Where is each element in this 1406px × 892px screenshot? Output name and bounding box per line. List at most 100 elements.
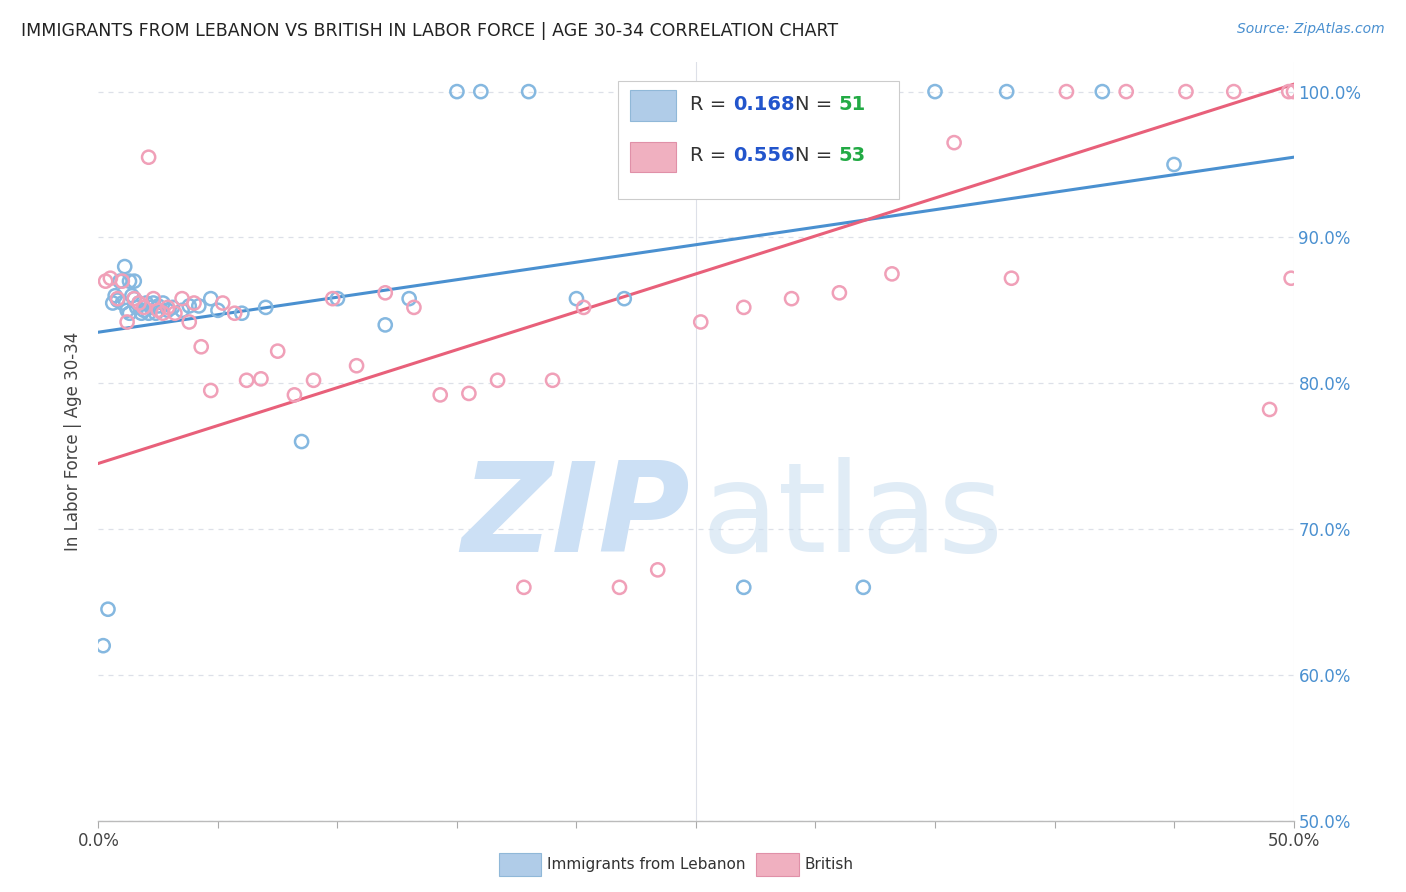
Point bbox=[235, 373, 257, 387]
Point bbox=[374, 318, 396, 332]
Point bbox=[1163, 157, 1185, 171]
FancyBboxPatch shape bbox=[630, 90, 676, 120]
Point bbox=[183, 296, 205, 310]
Point bbox=[124, 292, 146, 306]
Point bbox=[148, 303, 170, 318]
Text: IMMIGRANTS FROM LEBANON VS BRITISH IN LABOR FORCE | AGE 30-34 CORRELATION CHART: IMMIGRANTS FROM LEBANON VS BRITISH IN LA… bbox=[21, 22, 838, 40]
Point bbox=[94, 274, 117, 288]
Point bbox=[118, 306, 141, 320]
FancyBboxPatch shape bbox=[619, 81, 900, 199]
Point bbox=[283, 388, 305, 402]
Point bbox=[326, 292, 349, 306]
Point bbox=[943, 136, 966, 150]
Text: 51: 51 bbox=[838, 95, 866, 113]
Point bbox=[118, 274, 141, 288]
Point bbox=[486, 373, 509, 387]
Point bbox=[804, 85, 827, 99]
Point bbox=[156, 303, 179, 318]
Point bbox=[200, 384, 222, 398]
Text: N =: N = bbox=[796, 146, 832, 165]
Point bbox=[101, 296, 124, 310]
Point bbox=[291, 434, 314, 449]
Text: 53: 53 bbox=[838, 146, 865, 165]
Point bbox=[780, 292, 803, 306]
Point bbox=[211, 296, 233, 310]
Point bbox=[145, 306, 167, 320]
Point bbox=[135, 296, 157, 310]
Point bbox=[179, 299, 201, 313]
Point bbox=[513, 580, 536, 594]
Point bbox=[231, 306, 253, 320]
Point bbox=[565, 292, 588, 306]
Point bbox=[322, 292, 344, 306]
Point bbox=[1175, 85, 1198, 99]
Point bbox=[190, 340, 212, 354]
Point bbox=[152, 296, 174, 310]
Point bbox=[132, 303, 155, 318]
Point bbox=[346, 359, 368, 373]
Point bbox=[200, 292, 222, 306]
Point bbox=[250, 372, 273, 386]
Point bbox=[458, 386, 481, 401]
Point bbox=[1223, 85, 1246, 99]
Point bbox=[470, 85, 492, 99]
Point bbox=[91, 639, 114, 653]
Text: Immigrants from Lebanon: Immigrants from Lebanon bbox=[547, 857, 745, 871]
Point bbox=[142, 296, 165, 310]
Point bbox=[187, 299, 209, 313]
Text: N =: N = bbox=[796, 95, 832, 113]
Point bbox=[1279, 271, 1302, 285]
Point bbox=[104, 289, 127, 303]
Point bbox=[685, 85, 707, 99]
Point bbox=[156, 301, 179, 315]
Point bbox=[124, 274, 146, 288]
Point bbox=[402, 301, 425, 315]
Point bbox=[733, 301, 755, 315]
Point bbox=[111, 296, 134, 310]
Point bbox=[609, 580, 631, 594]
Point bbox=[148, 299, 170, 313]
Point bbox=[115, 303, 138, 318]
Point bbox=[302, 373, 325, 387]
Point bbox=[541, 373, 564, 387]
Text: Source: ZipAtlas.com: Source: ZipAtlas.com bbox=[1237, 22, 1385, 37]
Point bbox=[115, 315, 138, 329]
Point bbox=[852, 580, 875, 594]
Point bbox=[142, 292, 165, 306]
Point bbox=[111, 274, 134, 288]
Point bbox=[1278, 85, 1301, 99]
Point bbox=[1056, 85, 1078, 99]
Point bbox=[152, 306, 174, 320]
Point bbox=[97, 602, 120, 616]
Point bbox=[429, 388, 451, 402]
Text: atlas: atlas bbox=[702, 457, 1004, 578]
Point bbox=[446, 85, 468, 99]
Point bbox=[517, 85, 540, 99]
Point bbox=[995, 85, 1018, 99]
Point bbox=[139, 301, 162, 315]
Text: R =: R = bbox=[690, 146, 733, 165]
Point bbox=[1000, 271, 1022, 285]
Point bbox=[572, 301, 595, 315]
Point bbox=[162, 301, 184, 315]
Point bbox=[207, 303, 229, 318]
Point bbox=[398, 292, 420, 306]
Point bbox=[613, 292, 636, 306]
Point bbox=[733, 580, 755, 594]
Point bbox=[924, 85, 946, 99]
Point bbox=[880, 267, 903, 281]
Point bbox=[172, 303, 194, 318]
Point bbox=[163, 306, 186, 320]
Point bbox=[179, 315, 201, 329]
Point bbox=[125, 301, 148, 315]
FancyBboxPatch shape bbox=[630, 142, 676, 172]
Point bbox=[128, 296, 150, 310]
Point bbox=[131, 306, 153, 320]
Text: R =: R = bbox=[690, 95, 733, 113]
Point bbox=[128, 296, 150, 310]
Point bbox=[1258, 402, 1281, 417]
Point bbox=[1091, 85, 1114, 99]
Point bbox=[114, 260, 136, 274]
Text: ZIP: ZIP bbox=[461, 457, 690, 578]
Point bbox=[98, 271, 122, 285]
